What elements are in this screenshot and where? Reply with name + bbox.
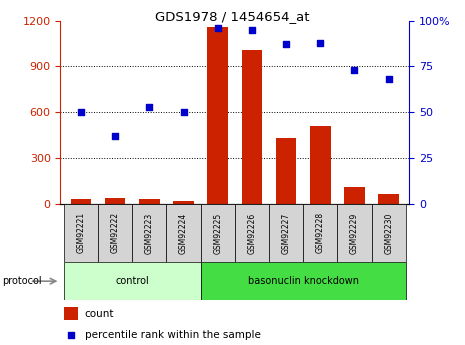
Text: count: count [85,309,114,318]
Bar [372,204,406,262]
Bar [276,138,296,204]
Bar [338,204,372,262]
Bar [64,262,200,300]
Text: GSM92224: GSM92224 [179,212,188,254]
Text: GSM92227: GSM92227 [282,212,291,254]
Point [67,332,74,338]
Text: GSM92229: GSM92229 [350,212,359,254]
Bar [200,262,406,300]
Text: GSM92222: GSM92222 [111,212,120,254]
Point [146,104,153,109]
Text: percentile rank within the sample: percentile rank within the sample [85,330,261,340]
Bar [64,307,78,320]
Bar [379,195,399,204]
Bar [173,201,194,204]
Point [248,27,256,33]
Text: GSM92223: GSM92223 [145,212,154,254]
Point [112,133,119,139]
Bar [269,204,303,262]
Text: GSM92225: GSM92225 [213,212,222,254]
Bar [71,199,91,204]
Bar [132,204,166,262]
Point [317,40,324,46]
Bar [310,126,331,204]
Point [180,109,187,115]
Bar [64,204,98,262]
Point [385,77,392,82]
Bar [235,204,269,262]
Bar [98,204,132,262]
Text: GSM92221: GSM92221 [76,212,86,254]
Bar [105,198,126,204]
Point [351,67,358,73]
Text: GDS1978 / 1454654_at: GDS1978 / 1454654_at [155,10,310,23]
Text: GSM92228: GSM92228 [316,212,325,254]
Bar [303,204,338,262]
Bar [200,204,235,262]
Text: control: control [115,276,149,286]
Bar [166,204,200,262]
Bar [242,50,262,204]
Bar [344,187,365,204]
Point [77,109,85,115]
Bar [207,27,228,204]
Text: GSM92230: GSM92230 [384,212,393,254]
Text: GSM92226: GSM92226 [247,212,256,254]
Text: basonuclin knockdown: basonuclin knockdown [248,276,359,286]
Point [282,42,290,47]
Bar [139,199,159,204]
Point [214,25,221,31]
Text: protocol: protocol [2,276,42,286]
